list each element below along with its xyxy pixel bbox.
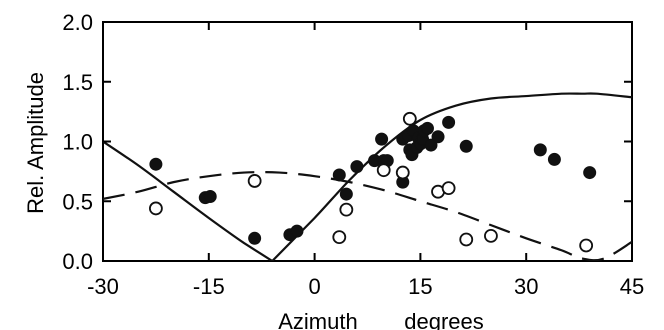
y-tick-label: 1.5 [62,70,93,95]
x-tick-label: -30 [87,274,119,299]
y-axis-title: Rel. Amplitude [23,72,48,214]
x-tick-label: 15 [408,274,432,299]
x-tick-label: 30 [514,274,538,299]
open-data-point [441,181,456,196]
filled-data-point [420,121,434,135]
plot-area [102,21,633,262]
open-data-point [247,174,262,188]
filled-data-point [442,115,456,129]
filled-data-point [547,152,561,166]
x-axis-title: Azimuth [278,309,357,330]
filled-data-point [459,139,473,153]
x-tick-label: -15 [193,274,225,299]
x-tick-label: 0 [308,274,320,299]
filled-data-point [533,143,547,157]
y-tick-label: 0.0 [62,249,93,274]
filled-data-point [149,157,163,171]
dashed-model-curve [103,171,632,261]
filled-data-point [248,231,262,245]
filled-data-point [290,224,304,238]
filled-data-point [431,130,445,144]
open-data-point [459,232,474,247]
x-tick-label: 45 [620,274,644,299]
filled-data-point [203,189,217,203]
filled-data-point [583,166,597,180]
open-data-point [402,111,417,126]
open-data-point [376,163,391,178]
y-axis-ticks: 0.0 0.5 1.0 1.5 2.0 [62,10,632,274]
open-data-point [148,201,163,216]
filled-data-point [339,187,353,201]
open-data-point [332,230,347,245]
y-tick-label: 2.0 [62,10,93,35]
data-markers [148,111,597,253]
x-axis-unit: degrees [404,309,484,330]
x-axis-ticks: -30 -15 0 15 30 45 [87,22,644,299]
solid-model-curve [103,92,632,261]
open-data-point [484,229,498,243]
model-curves [103,92,632,261]
filled-data-point [424,138,438,152]
filled-data-point [350,160,364,174]
plot-frame [102,21,633,262]
y-tick-label: 0.5 [62,189,93,214]
filled-data-point [375,132,389,146]
open-data-point [339,202,354,217]
open-data-point [395,165,410,180]
y-tick-label: 1.0 [62,130,93,155]
filled-data-point [332,168,346,182]
open-data-point [579,238,594,253]
